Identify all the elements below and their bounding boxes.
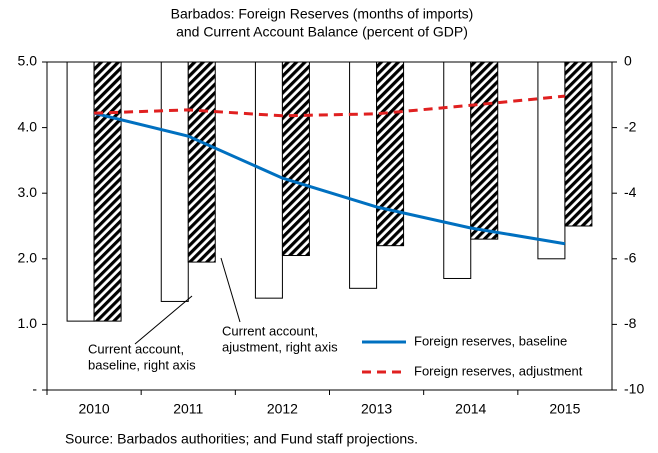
bar — [93, 61, 122, 322]
line-series — [93, 111, 566, 246]
y2-tick-label: -8 — [624, 315, 637, 331]
annotation-pointer — [220, 257, 241, 323]
y2-tick-label: 0 — [624, 53, 632, 69]
bar — [281, 61, 310, 257]
y-tick-label: 5.0 — [18, 53, 38, 69]
bar — [537, 61, 566, 260]
bar — [187, 61, 216, 263]
legend-label: Foreign reserves, adjustment — [414, 363, 583, 378]
y-tick-label: 4.0 — [18, 118, 38, 134]
y-tick-label: 1.0 — [18, 315, 38, 331]
chart-title: and Current Account Balance (percent of … — [176, 24, 468, 40]
bar — [254, 61, 283, 299]
bar — [470, 61, 499, 240]
source-note: Source: Barbados authorities; and Fund s… — [65, 431, 418, 447]
annotation: Current account, — [88, 341, 184, 356]
annotation: ajustment, right axis — [222, 339, 338, 354]
x-tick-label: 2015 — [549, 401, 580, 417]
y2-tick-label: -4 — [624, 184, 637, 200]
bar — [66, 61, 95, 322]
x-tick-label: 2014 — [455, 401, 486, 417]
legend-label: Foreign reserves, baseline — [414, 333, 567, 348]
annotation-pointer — [134, 295, 193, 345]
y2-tick-label: -6 — [624, 250, 637, 266]
y-tick-label: - — [32, 381, 37, 397]
annotation: Current account, — [222, 323, 318, 338]
bar — [564, 61, 593, 227]
x-tick-label: 2013 — [361, 401, 392, 417]
chart-title: Barbados: Foreign Reserves (months of im… — [171, 6, 474, 22]
annotation: baseline, right axis — [88, 357, 196, 372]
y-tick-label: 3.0 — [18, 184, 38, 200]
line-series — [94, 94, 566, 118]
x-tick-label: 2012 — [267, 401, 298, 417]
bar — [376, 61, 405, 247]
y2-tick-label: -10 — [624, 381, 644, 397]
y2-tick-label: -2 — [624, 118, 637, 134]
bar — [443, 61, 472, 279]
x-tick-label: 2010 — [79, 401, 110, 417]
x-tick-label: 2011 — [173, 401, 203, 417]
y-tick-label: 2.0 — [18, 250, 38, 266]
bar — [349, 61, 378, 289]
bar — [160, 61, 189, 302]
